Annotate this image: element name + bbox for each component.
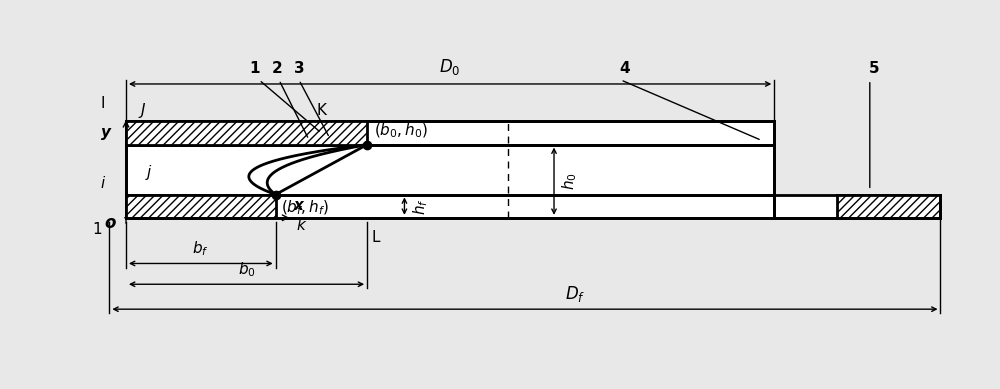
Text: $(b_f,h_f)$: $(b_f,h_f)$ xyxy=(281,199,329,217)
Bar xyxy=(774,194,940,218)
Text: K: K xyxy=(316,103,326,118)
Text: 5: 5 xyxy=(869,61,879,76)
Text: j: j xyxy=(147,165,151,180)
Text: x: x xyxy=(294,198,304,213)
Text: 4: 4 xyxy=(619,61,630,76)
Text: y: y xyxy=(101,125,111,140)
Text: i: i xyxy=(101,176,105,191)
Bar xyxy=(126,145,774,194)
Text: 1: 1 xyxy=(92,222,102,237)
Text: o: o xyxy=(105,214,116,233)
Text: 3: 3 xyxy=(294,61,304,76)
Text: k: k xyxy=(296,218,305,233)
Text: $(b_0,h_0)$: $(b_0,h_0)$ xyxy=(374,121,428,140)
Bar xyxy=(126,194,276,218)
Text: 1: 1 xyxy=(250,61,260,76)
Text: 2: 2 xyxy=(272,61,283,76)
Bar xyxy=(126,194,774,218)
Bar xyxy=(837,194,940,218)
Text: $D_f$: $D_f$ xyxy=(565,284,585,304)
Bar xyxy=(126,121,774,145)
Text: $b_f$: $b_f$ xyxy=(192,240,209,258)
Text: L: L xyxy=(371,230,380,245)
Text: J: J xyxy=(141,103,146,118)
Bar xyxy=(126,121,367,145)
Text: $D_0$: $D_0$ xyxy=(439,57,461,77)
Text: $h_f$: $h_f$ xyxy=(411,198,430,214)
Text: $h_0$: $h_0$ xyxy=(561,172,579,190)
Text: $b_0$: $b_0$ xyxy=(238,261,255,279)
Text: I: I xyxy=(101,96,105,111)
